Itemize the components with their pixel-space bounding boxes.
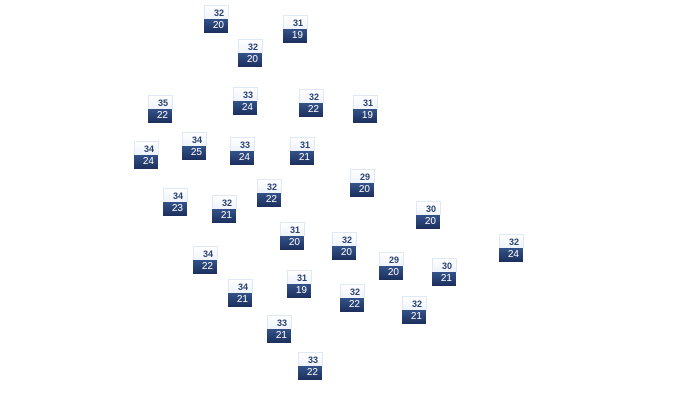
low-temperature: 20 (332, 246, 356, 260)
temperature-marker[interactable]: 31 19 (353, 95, 378, 123)
high-temperature: 32 (299, 89, 324, 103)
temperature-marker[interactable]: 34 22 (193, 246, 218, 274)
low-temperature: 21 (432, 272, 456, 286)
low-temperature: 22 (340, 298, 364, 312)
high-temperature: 34 (134, 141, 159, 155)
temperature-marker[interactable]: 31 19 (287, 270, 312, 298)
temperature-marker[interactable]: 34 25 (182, 132, 207, 160)
high-temperature: 30 (416, 201, 441, 215)
low-temperature: 25 (182, 146, 206, 160)
temperature-marker[interactable]: 29 20 (350, 169, 375, 197)
low-temperature: 20 (350, 183, 374, 197)
high-temperature: 33 (267, 315, 292, 329)
temperature-marker[interactable]: 34 24 (134, 141, 159, 169)
high-temperature: 33 (298, 352, 323, 366)
high-temperature: 31 (280, 222, 305, 236)
low-temperature: 21 (290, 151, 314, 165)
high-temperature: 32 (340, 284, 365, 298)
low-temperature: 21 (212, 209, 236, 223)
temperature-marker[interactable]: 32 21 (402, 296, 427, 324)
temperature-marker[interactable]: 31 19 (283, 15, 308, 43)
high-temperature: 32 (204, 5, 229, 19)
high-temperature: 32 (402, 296, 427, 310)
high-temperature: 32 (238, 39, 263, 53)
temperature-marker[interactable]: 34 23 (163, 188, 188, 216)
temperature-marker[interactable]: 34 21 (228, 279, 253, 307)
high-temperature: 32 (212, 195, 237, 209)
high-temperature: 31 (283, 15, 308, 29)
temperature-marker[interactable]: 32 22 (340, 284, 365, 312)
temperature-marker[interactable]: 29 20 (379, 252, 404, 280)
high-temperature: 34 (193, 246, 218, 260)
low-temperature: 22 (257, 193, 281, 207)
low-temperature: 19 (283, 29, 307, 43)
temperature-marker[interactable]: 31 21 (290, 137, 315, 165)
temperature-marker[interactable]: 32 22 (257, 179, 282, 207)
temperature-marker[interactable]: 30 21 (432, 258, 457, 286)
low-temperature: 23 (163, 202, 187, 216)
temperature-marker[interactable]: 33 24 (230, 137, 255, 165)
high-temperature: 31 (353, 95, 378, 109)
high-temperature: 33 (230, 137, 255, 151)
low-temperature: 20 (379, 266, 403, 280)
low-temperature: 21 (402, 310, 426, 324)
high-temperature: 35 (148, 95, 173, 109)
low-temperature: 19 (353, 109, 377, 123)
low-temperature: 19 (287, 284, 311, 298)
low-temperature: 21 (267, 329, 291, 343)
high-temperature: 34 (163, 188, 188, 202)
low-temperature: 24 (230, 151, 254, 165)
low-temperature: 20 (416, 215, 440, 229)
temperature-marker[interactable]: 33 21 (267, 315, 292, 343)
low-temperature: 20 (280, 236, 304, 250)
low-temperature: 24 (233, 101, 257, 115)
temperature-marker[interactable]: 32 22 (299, 89, 324, 117)
high-temperature: 34 (228, 279, 253, 293)
high-temperature: 30 (432, 258, 457, 272)
high-temperature: 32 (499, 234, 524, 248)
low-temperature: 24 (134, 155, 158, 169)
temperature-marker[interactable]: 33 22 (298, 352, 323, 380)
temperature-marker[interactable]: 31 20 (280, 222, 305, 250)
low-temperature: 24 (499, 248, 523, 262)
temperature-marker[interactable]: 30 20 (416, 201, 441, 229)
high-temperature: 33 (233, 87, 258, 101)
low-temperature: 20 (204, 19, 228, 33)
high-temperature: 29 (350, 169, 375, 183)
high-temperature: 29 (379, 252, 404, 266)
high-temperature: 34 (182, 132, 207, 146)
low-temperature: 22 (299, 103, 323, 117)
temperature-marker[interactable]: 33 24 (233, 87, 258, 115)
temperature-marker[interactable]: 32 21 (212, 195, 237, 223)
temperature-marker[interactable]: 32 20 (238, 39, 263, 67)
temperature-marker[interactable]: 32 20 (204, 5, 229, 33)
low-temperature: 21 (228, 293, 252, 307)
high-temperature: 31 (287, 270, 312, 284)
high-temperature: 32 (332, 232, 357, 246)
high-temperature: 32 (257, 179, 282, 193)
low-temperature: 20 (238, 53, 262, 67)
temperature-marker[interactable]: 35 22 (148, 95, 173, 123)
temperature-marker[interactable]: 32 24 (499, 234, 524, 262)
temperature-marker[interactable]: 32 20 (332, 232, 357, 260)
low-temperature: 22 (193, 260, 217, 274)
high-temperature: 31 (290, 137, 315, 151)
low-temperature: 22 (298, 366, 322, 380)
low-temperature: 22 (148, 109, 172, 123)
